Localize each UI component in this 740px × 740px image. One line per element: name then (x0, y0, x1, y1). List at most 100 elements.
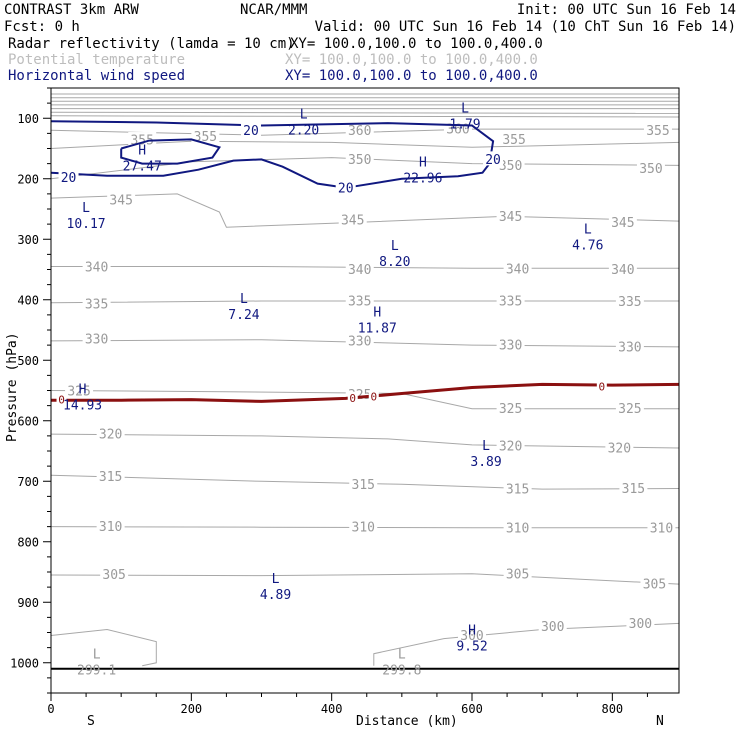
theta-label-bg (608, 261, 637, 276)
reflectivity-contour-label: 0 (349, 392, 356, 405)
init-time: Init: 00 UTC Sun 16 Feb 14 (517, 2, 736, 18)
x-axis-north-label: N (656, 714, 664, 729)
extremum-kind-label: H (138, 144, 146, 159)
theta-contour-label: 330 (85, 333, 108, 348)
theta-contour-label: 335 (499, 294, 522, 309)
theta-label-bg (496, 337, 525, 352)
theta-label-bg (626, 615, 655, 630)
theta-label-bg (615, 400, 644, 415)
theta-contour-label: 330 (618, 340, 641, 355)
reflectivity-contour: 0 0 0 0 (51, 380, 680, 407)
theta-contour-line (50, 573, 680, 585)
theta-label-bg (615, 293, 644, 308)
theta-contour-label: 345 (109, 193, 132, 208)
reflectivity-label-bg (347, 391, 358, 403)
field-xy-theta: XY= 100.0,100.0 to 100.0,400.0 (285, 52, 538, 68)
reflectivity-label-bg (56, 393, 67, 405)
wind-contour-label: 20 (61, 171, 77, 186)
theta-contour-label: 310 (506, 521, 529, 536)
wind-contours: 20 20 20 20 (50, 120, 504, 196)
extremum-kind-label: L (398, 648, 406, 663)
field-name-wind: Horizontal wind speed (8, 68, 185, 84)
theta-contour-label: 300 (541, 620, 564, 635)
theta-contour-label: 355 (502, 133, 525, 148)
theta-contour-label: 330 (499, 339, 522, 354)
extremum-value-label: 14.93 (63, 399, 102, 414)
theta-contour-label: 315 (352, 478, 375, 493)
theta-contour-label: 335 (85, 297, 108, 312)
theta-contour-label: 320 (499, 440, 522, 455)
theta-contour-label: 350 (639, 162, 662, 177)
theta-label-bg (496, 208, 525, 223)
theta-label-bg (128, 132, 157, 147)
theta-label-bg (503, 565, 532, 580)
x-tick-label: 0 (47, 702, 54, 716)
wind-contour-label: 20 (485, 153, 501, 168)
theta-contour-label: 320 (99, 428, 122, 443)
theta-label-bg (65, 383, 94, 398)
theta-contour-label: 305 (102, 568, 125, 583)
theta-label-bg (349, 519, 378, 534)
extremum-value-label: 1.79 (449, 117, 480, 132)
theta-label-bg (647, 519, 676, 534)
theta-label-bg (100, 566, 129, 581)
theta-contour-label: 345 (611, 216, 634, 231)
theta-contour-line (50, 474, 680, 490)
theta-label-bg (345, 261, 374, 276)
forecast-hour: Fcst: 0 h (4, 19, 80, 35)
theta-label-bg (503, 260, 532, 275)
theta-label-bg (605, 439, 634, 454)
theta-contour-label: 325 (67, 385, 90, 400)
extremum-value-label: 3.89 (470, 455, 501, 470)
x-tick-label: 400 (321, 702, 343, 716)
extremum-value-label: 299.8 (382, 664, 421, 679)
y-tick-label: 300 (17, 233, 39, 247)
theta-contour-label: 355 (646, 124, 669, 139)
extremum-value-label: 10.17 (67, 217, 106, 232)
theta-contour-label: 345 (341, 213, 364, 228)
model-title: CONTRAST 3km ARW (4, 2, 139, 18)
extremum-value-label: 4.76 (572, 238, 603, 253)
theta-label-bg (503, 519, 532, 534)
theta-contour-label: 305 (643, 578, 666, 593)
theta-contour-line (50, 433, 680, 449)
theta-label-bg (636, 160, 665, 175)
theta-contour-line (50, 111, 680, 114)
wind-label-bg (335, 179, 356, 194)
extremum-value-label: 9.52 (456, 639, 487, 654)
theta-label-bg (640, 576, 669, 591)
extremum-value-label: 7.24 (228, 308, 259, 323)
y-tick-label: 800 (17, 535, 39, 549)
extremum-value-label: 11.87 (358, 322, 397, 337)
reflectivity-contour-label: 0 (599, 380, 606, 393)
extremum-value-label: 22.96 (403, 172, 442, 187)
theta-label-bg (107, 191, 136, 206)
reflectivity-contour-label: 0 (58, 394, 65, 407)
extremum-kind-label: H (373, 306, 381, 321)
reflectivity-contour-label: 0 (370, 391, 377, 404)
theta-label-bg (345, 122, 374, 137)
theta-contour-label: 315 (506, 483, 529, 498)
reflectivity-label-bg (596, 380, 607, 392)
extremum-value-label: 8.20 (379, 255, 410, 270)
extremum-value-label: 299.1 (77, 664, 116, 679)
theta-contour-label: 360 (446, 123, 469, 138)
theta-label-bg (496, 157, 525, 172)
extremum-value-label: 27.47 (123, 160, 162, 175)
x-axis-ticks: 0 200 400 600 800 (47, 693, 648, 716)
extremum-kind-label: L (300, 107, 308, 122)
wind-label-bg (58, 169, 79, 184)
theta-contour-label: 340 (85, 261, 108, 276)
theta-label-bg (608, 214, 637, 229)
wind-contour-label: 20 (338, 181, 354, 196)
theta-contour-label: 310 (352, 521, 375, 536)
y-tick-label: 200 (17, 172, 39, 186)
x-axis-label: Distance (km) (356, 714, 458, 729)
theta-contour-label: 310 (99, 520, 122, 535)
theta-label-bg (538, 618, 567, 633)
theta-contour-label: 320 (608, 441, 631, 456)
x-tick-label: 800 (601, 702, 623, 716)
